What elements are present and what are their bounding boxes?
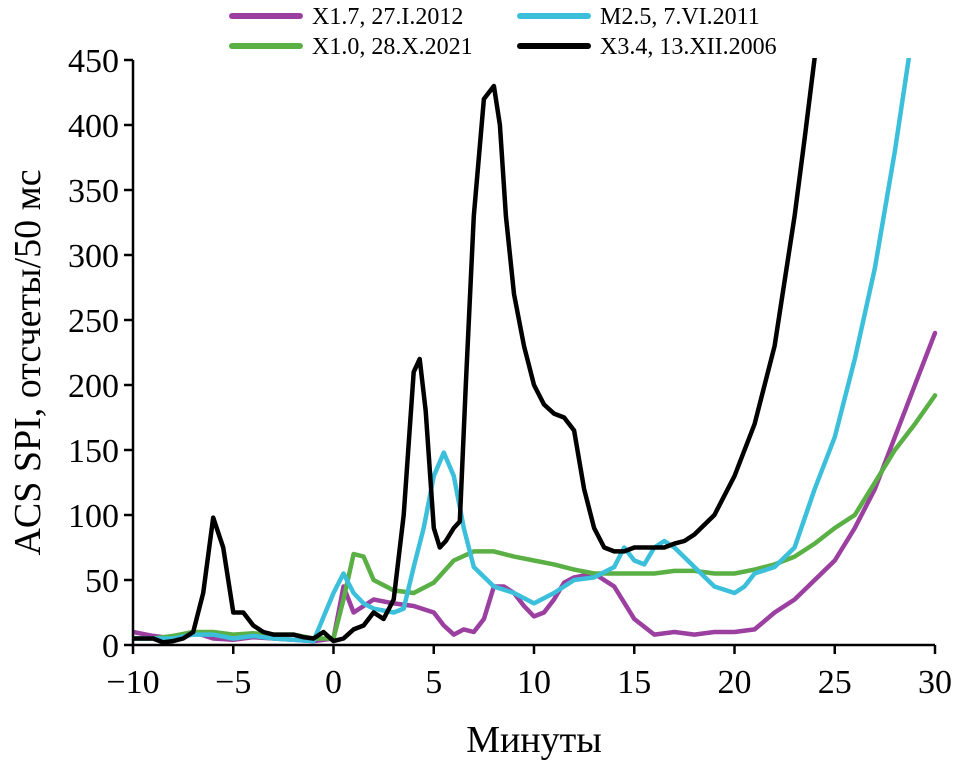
series-line-3: [133, 58, 817, 645]
y-axis-title: ACS SPI, отсчеты/50 мс: [7, 169, 49, 555]
y-tick-label: 50: [85, 563, 119, 600]
y-tick-label: 450: [68, 43, 119, 80]
y-tick-label: 0: [102, 628, 119, 665]
x-tick-label: −10: [106, 664, 159, 701]
y-tick-label: 400: [68, 108, 119, 145]
axis-frame: [131, 60, 935, 647]
series-layer: [133, 58, 938, 645]
y-tick-label: 150: [68, 433, 119, 470]
x-tick-label: 25: [818, 664, 852, 701]
y-tick-label: 250: [68, 303, 119, 340]
x-tick-label: 30: [918, 664, 952, 701]
x-ticks: −10 −5 0 5 10 15 20 25 30: [106, 645, 952, 701]
y-tick-label: 300: [68, 238, 119, 275]
y-tick-label: 200: [68, 368, 119, 405]
x-axis-title: Минуты: [466, 719, 602, 761]
legend: X1.7, 27.I.2012 X1.0, 28.X.2021 M2.5, 7.VI…: [229, 4, 777, 60]
axes: [131, 60, 935, 647]
x-tick-label: 5: [425, 664, 442, 701]
series-line-2: [133, 58, 912, 644]
y-tick-label: 350: [68, 173, 119, 210]
legend-label-2: M2.5, 7.VI.2011: [600, 4, 760, 30]
x-tick-label: 10: [517, 664, 551, 701]
y-tick-label: 100: [68, 498, 119, 535]
y-ticks: 0 50 100 150 200 250 300 350 400 450: [68, 43, 133, 665]
x-tick-label: 0: [325, 664, 342, 701]
legend-label-3: X3.4, 13.XII.2006: [600, 34, 777, 60]
legend-label-0: X1.7, 27.I.2012: [312, 4, 463, 30]
x-tick-label: −5: [215, 664, 251, 701]
legend-label-1: X1.0, 28.X.2021: [312, 34, 473, 60]
x-tick-label: 20: [718, 664, 752, 701]
x-tick-label: 15: [617, 664, 651, 701]
